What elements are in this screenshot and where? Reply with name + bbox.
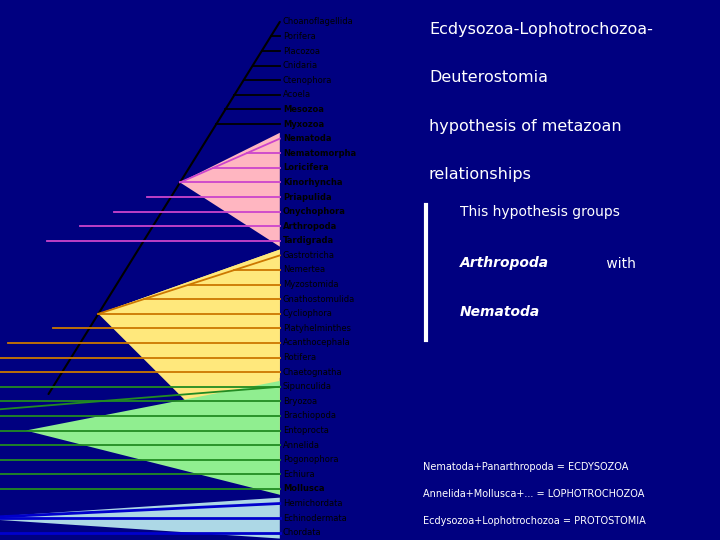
Text: Tardigrada: Tardigrada [283,237,334,245]
Text: relationships: relationships [429,167,532,183]
Text: Arthropoda: Arthropoda [283,222,337,231]
Text: Mollusca: Mollusca [283,484,324,494]
Text: Nematomorpha: Nematomorpha [283,148,356,158]
Text: Nematoda: Nematoda [460,305,540,319]
Text: Ctenophora: Ctenophora [283,76,332,85]
Text: Sipunculida: Sipunculida [283,382,332,392]
Text: Cnidaria: Cnidaria [283,61,318,70]
Text: Nematoda+Panarthropoda = ECDYSOZOA: Nematoda+Panarthropoda = ECDYSOZOA [423,462,628,472]
Text: Onychophora: Onychophora [283,207,346,216]
Text: Entoprocta: Entoprocta [283,426,328,435]
Polygon shape [0,498,280,538]
Polygon shape [99,249,280,378]
Text: Nemertea: Nemertea [283,266,325,274]
Text: hypothesis of metazoan: hypothesis of metazoan [429,119,621,134]
Text: This hypothesis groups: This hypothesis groups [460,205,620,219]
Text: Hemichordata: Hemichordata [283,499,342,508]
Text: Chaetognatha: Chaetognatha [283,368,343,377]
Polygon shape [180,133,280,247]
Text: Ecdysozoa+Lophotrochozoa = PROTOSTOMIA: Ecdysozoa+Lophotrochozoa = PROTOSTOMIA [423,516,646,526]
Text: Deuterostomia: Deuterostomia [429,70,548,85]
Text: Cycliophora: Cycliophora [283,309,333,318]
Text: Annelida: Annelida [283,441,320,450]
Text: Annelida+Mollusca+... = LOPHOTROCHOZOA: Annelida+Mollusca+... = LOPHOTROCHOZOA [423,489,644,499]
Polygon shape [99,249,280,495]
Text: Gnathostomulida: Gnathostomulida [283,295,355,303]
Text: Acanthocephala: Acanthocephala [283,339,351,347]
Polygon shape [26,381,280,495]
Text: Brachiopoda: Brachiopoda [283,411,336,421]
Text: Ecdysozoa-Lophotrochozoa-: Ecdysozoa-Lophotrochozoa- [429,22,653,37]
Text: Myzostomida: Myzostomida [283,280,338,289]
Text: Mesozoa: Mesozoa [283,105,324,114]
Text: Gastrotricha: Gastrotricha [283,251,335,260]
Text: Rotifera: Rotifera [283,353,316,362]
Text: Echinodermata: Echinodermata [283,514,346,523]
Text: Placozoa: Placozoa [283,46,320,56]
Text: Acoela: Acoela [283,90,311,99]
Text: Arthropoda: Arthropoda [460,256,549,271]
Text: Echiura: Echiura [283,470,315,479]
Text: Loricifera: Loricifera [283,163,328,172]
Text: Platyhelminthes: Platyhelminthes [283,324,351,333]
Text: Chordata: Chordata [283,528,321,537]
Text: Myxozoa: Myxozoa [283,119,324,129]
Text: with: with [603,256,636,271]
Text: Priapulida: Priapulida [283,193,331,201]
Text: Pogonophora: Pogonophora [283,455,338,464]
Text: Choanoflagellida: Choanoflagellida [283,17,354,26]
Text: Bryozoa: Bryozoa [283,397,317,406]
Text: Kinorhyncha: Kinorhyncha [283,178,342,187]
Text: Porifera: Porifera [283,32,315,41]
Text: Nematoda: Nematoda [283,134,331,143]
